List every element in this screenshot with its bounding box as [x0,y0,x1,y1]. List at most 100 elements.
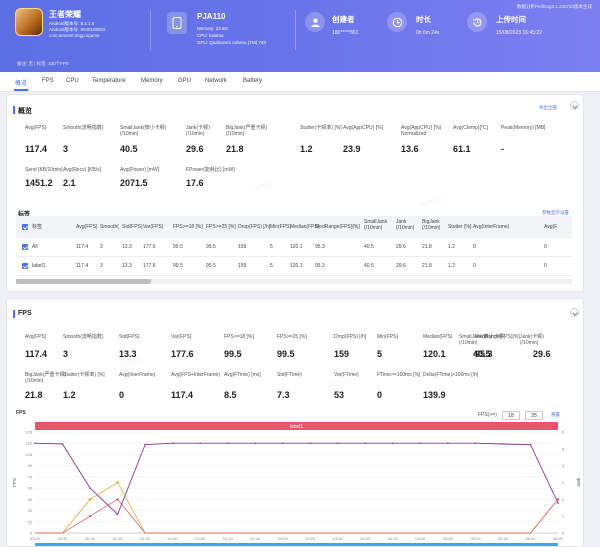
section-tabs: 概览 FPS CPU Temperature Memory GPU Networ… [0,72,600,92]
table-cell: 1.2 [448,263,455,269]
metric-value: 117.4 [25,349,48,359]
tab-battery[interactable]: Battery [243,78,263,84]
y2-tick-label: 1 [562,514,565,519]
column-header[interactable]: Avg(F [544,224,558,230]
data-point [116,513,119,516]
metric-label: Avg(FPS) [25,125,47,131]
tab-cpu[interactable]: CPU [66,78,79,84]
x-tick-label: 00:20 [58,536,69,541]
metric-label: Jank(卡顿) (/10min) [186,125,210,137]
column-header[interactable]: Avg(FPS) [76,224,98,230]
data-point [254,442,257,445]
export-all-link[interactable]: 导出全部 [539,105,557,110]
device-memory: Memory: 22.6G [197,26,229,31]
table-cell: 1.2 [448,244,455,250]
column-header[interactable]: Drop(FPS) [/h] [238,224,271,230]
collapse-icon[interactable] [570,308,579,317]
table-cell: 3 [100,244,103,250]
tag-table: 标签 Avg(FPS) Smooth(Std(FPS) Var(FPS) FPS>=18… [16,216,572,281]
select-all-checkbox[interactable] [22,224,28,230]
column-header[interactable]: FPS>=18 [%] [173,224,203,230]
data-point [419,442,422,445]
table-cell: 99.5 [206,263,216,269]
tab-temperature[interactable]: Temperature [92,78,126,84]
x-tick-label: 04:40 [415,536,426,541]
column-header[interactable]: Median(FPS) [290,224,320,230]
data-point [199,442,201,445]
metric-label: SmallJank(微小卡顿) (/10min) [120,125,167,137]
row-checkbox[interactable] [22,263,28,269]
table-row[interactable]: All 117.4 3 13.3 177.6 99.5 99.5 159 5 120.1 95.3 4… [16,238,572,257]
tab-fps[interactable]: FPS [42,78,54,84]
column-header[interactable]: MedRange(FPS)[%] [315,224,360,230]
label-band[interactable] [35,422,558,430]
metric-value: 99.5 [277,349,295,359]
scrollbar-thumb[interactable] [16,279,151,284]
y-tick-label: 45 [28,497,33,502]
metric-label: FTime>=100ms [%] [377,372,421,378]
series-line-bigjank [35,498,559,534]
upload-value: 15/08/2023 16:45:22 [496,30,542,36]
metric-value: 139.9 [423,390,446,400]
table-cell: 177.6 [143,263,156,269]
metric-value: 61.1 [453,144,471,154]
table-row[interactable]: label1 117.4 3 13.3 177.6 99.5 99.5 159 5 120.1 95… [16,257,572,276]
metric-value: 40.5 [120,144,138,154]
table-cell: 159 [238,244,247,250]
reset-link[interactable]: 重置 [551,412,560,417]
fps-threshold-input-2[interactable] [525,411,543,420]
metric-label: FPS>=18 [%] [224,334,254,340]
x-tick-label: 03:40 [333,536,344,541]
metric-label: Avg(AppCPU) [%] [343,125,383,131]
metric-label: Var(FPS) [171,334,192,340]
duration-label: 时长 [416,15,431,24]
tab-overview[interactable]: 概览 [15,81,28,87]
column-header[interactable]: 标签 [32,224,43,230]
app-name: 王者荣耀 [49,10,81,19]
history-icon [467,12,487,32]
metric-value: 29.6 [533,349,551,359]
table-cell: 120.1 [290,244,303,250]
row-checkbox[interactable] [22,244,28,250]
table-cell: 5 [270,263,273,269]
column-header[interactable]: Stutter [%] [448,224,472,230]
x-tick-label: 03:20 [305,536,316,541]
metric-label: Send [KB/10min] [25,167,63,173]
metric-value: 120.1 [423,349,446,359]
metric-label: SmallJank(微小卡顿) (/10min) [459,334,506,346]
column-header[interactable]: FPS>=25 [%] [206,224,236,230]
column-header[interactable]: Smooth( [100,224,119,230]
metric-label: Jank(卡顿) (/10min) [520,334,544,346]
column-header[interactable]: BigJank (/10min) [422,219,441,231]
tab-network[interactable]: Network [205,78,228,84]
table-cell: 5 [270,244,273,250]
y-tick-label: 90 [28,463,33,468]
x-tick-label: 05:20 [470,536,481,541]
column-header[interactable]: Avg(InterFrame) [473,224,510,230]
header-divider [295,10,296,50]
metric-label: Peak(Memory) [MB] [501,125,546,131]
table-cell: 99.5 [173,244,183,250]
metric-label: Median(FPS) [423,334,453,340]
column-header[interactable]: Jank (/10min) [396,219,415,231]
table-cell: 0 [544,244,547,250]
x-tick-label: 05:40 [498,536,509,541]
column-header[interactable]: Var(FPS) [143,224,164,230]
tab-gpu[interactable]: GPU [178,78,192,84]
table-cell: 159 [238,263,247,269]
table-scrollbar[interactable] [16,279,572,284]
column-header[interactable]: Std(FPS) [122,224,143,230]
metric-label: Avg(InterFrame) [119,372,156,378]
column-header[interactable]: SmallJank (/10min) [364,219,388,231]
tab-memory[interactable]: Memory [141,78,163,84]
param-settings-link[interactable]: 参数显示设置 [542,210,569,215]
y2-tick-label: 2 [562,497,565,502]
metric-value: 1.2 [300,144,313,154]
collapse-icon[interactable] [570,101,579,110]
y-axis-label: FPS [12,478,17,487]
column-header[interactable]: Min(FPS) [270,224,292,230]
chart-zoom-slider[interactable] [35,543,558,546]
fps-threshold-input-1[interactable] [502,411,520,420]
metric-label: BigJank(严重卡顿) (/10min) [226,125,268,137]
